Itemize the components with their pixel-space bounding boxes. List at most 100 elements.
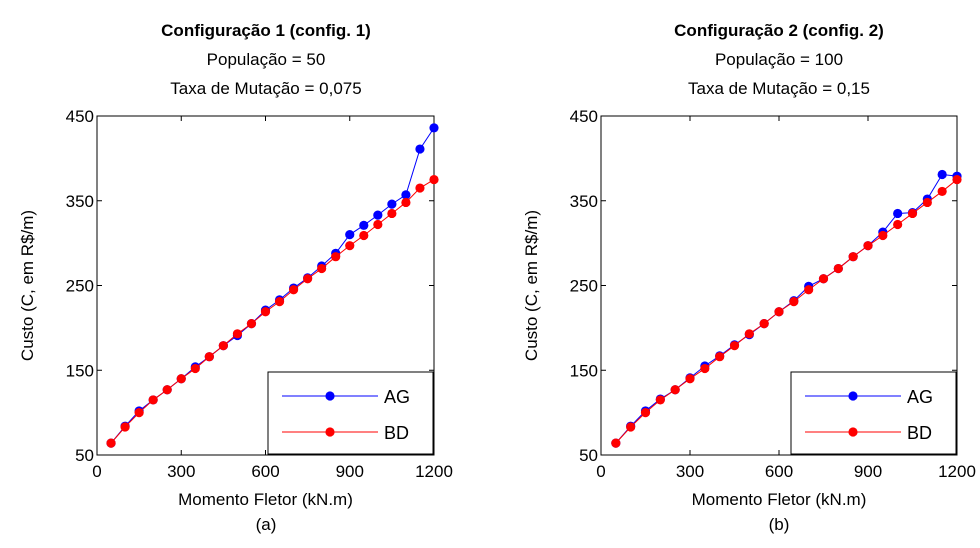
data-point-ag — [359, 220, 369, 230]
data-point-bd — [789, 297, 799, 307]
chart-title: Configuração 1 (config. 1) — [161, 21, 371, 40]
data-point-bd — [176, 374, 186, 384]
data-point-bd — [260, 307, 271, 317]
chart-title: Configuração 2 (config. 2) — [674, 21, 884, 40]
data-point-bd — [345, 241, 355, 251]
x-tick-label: 0 — [596, 462, 605, 481]
legend-box — [267, 371, 434, 455]
y-tick-label: 150 — [570, 361, 598, 380]
y-tick-label: 350 — [66, 192, 94, 211]
data-point-bd — [134, 408, 144, 418]
data-point-bd — [274, 297, 285, 307]
data-point-bd — [288, 285, 299, 295]
data-point-ag — [387, 199, 397, 209]
x-tick-label: 1200 — [938, 462, 976, 481]
data-point-bd — [387, 208, 397, 219]
data-point-ag — [893, 208, 903, 219]
data-point-bd — [878, 230, 888, 241]
data-point-bd — [833, 263, 843, 274]
chart-subtitle-1: População = 50 — [207, 50, 326, 69]
data-point-bd — [626, 422, 636, 432]
data-point-ag — [373, 210, 383, 220]
data-point-bd — [106, 438, 116, 448]
legend-marker-ag — [848, 391, 858, 401]
panel-caption: (a) — [256, 515, 277, 534]
data-point-bd — [744, 329, 754, 339]
data-point-bd — [655, 395, 665, 405]
data-point-bd — [670, 385, 680, 395]
data-point-bd — [429, 174, 439, 185]
data-point-bd — [148, 395, 158, 405]
chart-subtitle-2: Taxa de Mutação = 0,075 — [170, 79, 361, 98]
data-point-bd — [952, 174, 962, 185]
chart-subtitle-1: População = 100 — [715, 50, 843, 69]
data-point-bd — [204, 352, 214, 362]
data-point-bd — [331, 252, 341, 262]
data-point-bd — [317, 263, 327, 274]
x-axis-label: Momento Fletor (kN.m) — [692, 490, 867, 509]
data-point-ag — [345, 230, 355, 240]
y-tick-label: 250 — [66, 277, 94, 296]
data-point-bd — [415, 183, 425, 193]
data-point-bd — [922, 197, 932, 208]
legend-marker-ag — [325, 391, 335, 401]
legend-label-ag: AG — [384, 387, 410, 407]
data-point-bd — [685, 374, 695, 384]
y-tick-label: 450 — [66, 107, 94, 126]
legend-marker-bd — [325, 427, 335, 437]
data-point-bd — [729, 341, 740, 351]
y-tick-label: 350 — [570, 192, 598, 211]
data-point-bd — [774, 307, 784, 317]
data-point-bd — [359, 230, 369, 241]
x-tick-label: 600 — [765, 462, 793, 481]
y-axis-label: Custo (C, em R$/m) — [522, 210, 541, 361]
data-point-bd — [218, 341, 228, 351]
data-point-bd — [715, 352, 725, 362]
data-point-bd — [893, 219, 903, 230]
y-tick-label: 450 — [570, 107, 598, 126]
data-point-ag — [937, 169, 947, 180]
y-tick-label: 50 — [75, 446, 94, 465]
legend-label-ag: AG — [907, 387, 933, 407]
x-tick-label: 300 — [676, 462, 704, 481]
data-point-ag — [415, 144, 425, 154]
chart-panel-1: Configuração 1 (config. 1) População = 50… — [18, 21, 453, 534]
data-point-bd — [700, 363, 710, 374]
data-point-bd — [818, 274, 829, 284]
data-point-bd — [863, 241, 873, 251]
data-point-bd — [190, 363, 200, 374]
y-axis-label: Custo (C, em R$/m) — [18, 210, 37, 361]
data-point-bd — [907, 208, 918, 219]
data-point-bd — [120, 422, 130, 432]
data-point-bd — [611, 438, 621, 448]
data-point-ag — [429, 123, 439, 133]
data-point-bd — [759, 319, 769, 329]
chart-panel-2: Configuração 2 (config. 2) População = 10… — [522, 21, 976, 534]
data-point-bd — [232, 329, 243, 339]
y-tick-label: 150 — [66, 361, 94, 380]
data-point-bd — [303, 274, 313, 284]
y-tick-label: 50 — [579, 446, 598, 465]
x-tick-label: 900 — [854, 462, 882, 481]
data-point-bd — [804, 285, 814, 295]
panel-caption: (b) — [769, 515, 790, 534]
data-point-ag — [401, 190, 411, 200]
y-tick-label: 250 — [570, 277, 598, 296]
data-point-bd — [640, 408, 651, 418]
x-axis-label: Momento Fletor (kN.m) — [178, 490, 353, 509]
legend-box — [790, 371, 957, 455]
legend-label-bd: BD — [907, 423, 932, 443]
x-tick-label: 0 — [92, 462, 101, 481]
x-tick-label: 300 — [167, 462, 195, 481]
x-tick-label: 900 — [336, 462, 364, 481]
data-point-bd — [373, 219, 383, 230]
data-point-bd — [848, 252, 858, 262]
data-point-bd — [937, 186, 947, 197]
data-point-bd — [162, 385, 172, 395]
x-tick-label: 1200 — [415, 462, 453, 481]
chart-subtitle-2: Taxa de Mutação = 0,15 — [688, 79, 870, 98]
data-point-bd — [401, 197, 411, 208]
data-point-bd — [246, 319, 257, 329]
legend-marker-bd — [848, 427, 858, 437]
